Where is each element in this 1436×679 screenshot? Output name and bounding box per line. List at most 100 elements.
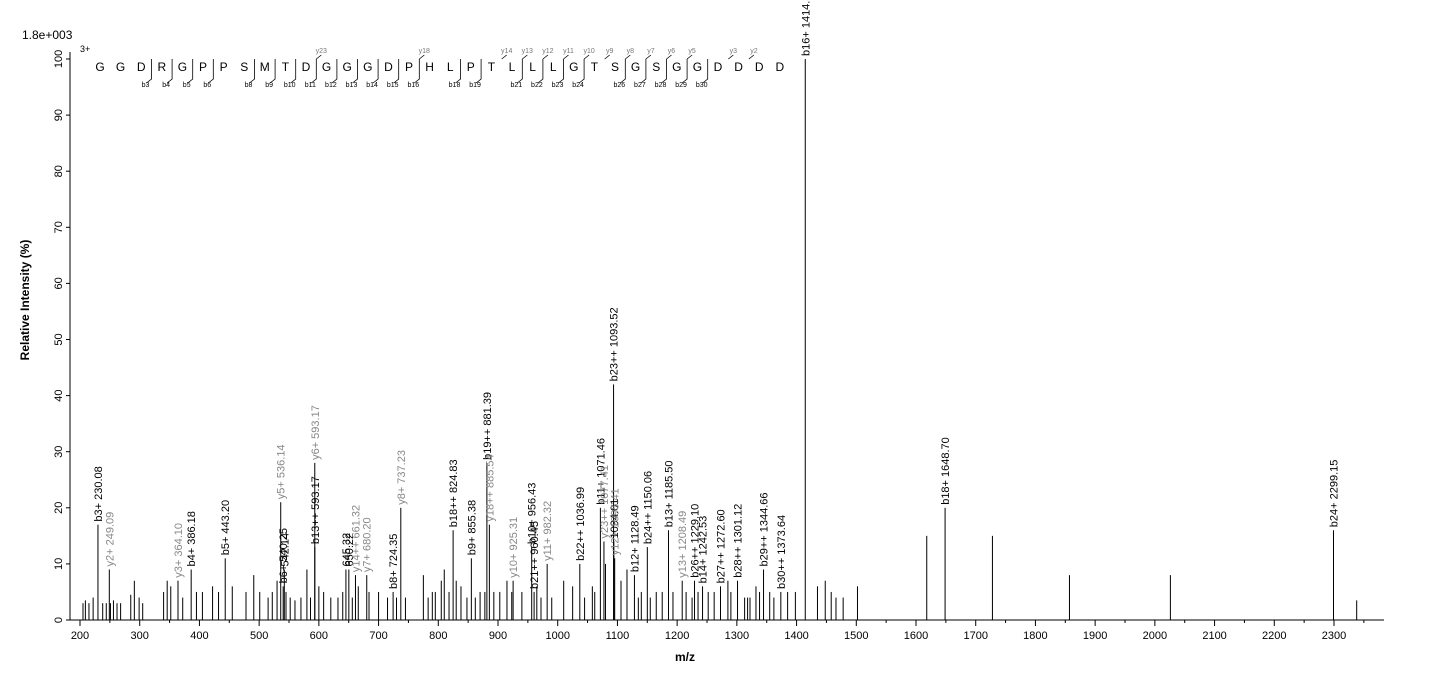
sequence-residue: M bbox=[260, 60, 270, 74]
b-ion-label: b8 bbox=[245, 82, 253, 89]
b-ion-bracket bbox=[558, 59, 564, 84]
peak-label: b13++ 593.17 bbox=[310, 476, 322, 544]
b-ion-bracket bbox=[311, 59, 317, 84]
peak-label: y14++ 661.32 bbox=[350, 505, 362, 572]
y-ion-label: y13 bbox=[522, 48, 533, 55]
b-ion-bracket bbox=[146, 59, 152, 84]
y-ion-bracket bbox=[604, 54, 610, 60]
sequence-residue: G bbox=[693, 60, 702, 74]
y-tick-label: 0 bbox=[53, 617, 65, 623]
x-tick-label: 1200 bbox=[665, 630, 689, 642]
b-ion-label: b16 bbox=[407, 82, 419, 89]
b-ion-label: b5 bbox=[183, 82, 191, 89]
b-ion-label: b30 bbox=[696, 82, 708, 89]
sequence-residue: G bbox=[178, 60, 187, 74]
b-ion-bracket bbox=[681, 59, 688, 84]
sequence-residue: D bbox=[384, 60, 393, 74]
peak-label: b12+ 1128.49 bbox=[629, 505, 641, 572]
b-ion-bracket bbox=[702, 59, 709, 84]
sequence-residue: L bbox=[529, 60, 536, 74]
x-axis-title: m/z bbox=[675, 650, 695, 664]
peak-label: y6+ 593.17 bbox=[310, 405, 322, 460]
peak-label: y5+ 536.14 bbox=[276, 444, 288, 499]
b-ion-bracket bbox=[455, 59, 461, 84]
b-ion-bracket bbox=[414, 59, 420, 84]
b-ion-bracket bbox=[187, 59, 194, 84]
peak-label: y7+ 680.20 bbox=[362, 517, 374, 572]
b-ion-label: b12 bbox=[325, 82, 337, 89]
sequence-residue: L bbox=[447, 60, 454, 74]
y-ion-bracket bbox=[419, 54, 425, 60]
b-ion-label: b13 bbox=[346, 82, 358, 89]
sequence-residue: D bbox=[775, 60, 784, 74]
sequence-residue: D bbox=[734, 60, 743, 74]
x-tick-label: 2200 bbox=[1262, 630, 1286, 642]
y-axis-title: Relative Intensity (%) bbox=[18, 240, 32, 361]
y-ion-label: y3 bbox=[730, 48, 738, 55]
sequence-residue: P bbox=[467, 60, 475, 74]
b-ion-label: b29 bbox=[675, 82, 687, 89]
sequence-residue: P bbox=[220, 60, 228, 74]
peak-label: b24+ 2299.15 bbox=[1328, 460, 1340, 528]
y-ion-bracket bbox=[542, 54, 549, 60]
y-ion-label: y9 bbox=[606, 48, 614, 55]
peak-label: y2+ 249.09 bbox=[104, 512, 116, 567]
peak-label: b28++ 1301.12 bbox=[733, 504, 745, 578]
y-axis-ticks: 0 10 20 30 40 50 60 70 80 90 100 bbox=[53, 50, 70, 623]
b-ion-label: b4 bbox=[162, 82, 170, 89]
peaks bbox=[82, 59, 1358, 620]
peak-label: 1094.01 bbox=[609, 499, 621, 539]
y-ion-bracket bbox=[748, 54, 755, 60]
y-ion-label: y7 bbox=[647, 48, 655, 55]
b-ion-bracket bbox=[661, 59, 667, 84]
peak-label: b3+ 230.08 bbox=[93, 466, 105, 521]
b-ion-bracket bbox=[208, 59, 214, 84]
sequence-residue: G bbox=[672, 60, 681, 74]
b-ion-label: b11 bbox=[305, 82, 316, 89]
b-ion-label: b3 bbox=[142, 82, 150, 89]
b-ion-bracket bbox=[269, 59, 276, 84]
peptide-sequence: G G D R G P P S M T D G G G D P H L P T L L L G T S G S G G D D D Db3 b4 b5… bbox=[95, 48, 784, 89]
y-ion-label: y5 bbox=[688, 48, 696, 55]
x-tick-label: 800 bbox=[429, 630, 447, 642]
sequence-residue: S bbox=[240, 60, 248, 74]
sequence-residue: D bbox=[755, 60, 764, 74]
peak-label: y10+ 925.31 bbox=[508, 517, 520, 578]
sequence-residue: D bbox=[137, 60, 146, 74]
b-ion-label: b14 bbox=[366, 82, 378, 89]
peak-label: b9+ 855.38 bbox=[466, 500, 478, 555]
peak-label: y13+ 1208.49 bbox=[677, 511, 689, 578]
peak-label: b4+ 386.18 bbox=[186, 511, 198, 566]
y-tick-label: 100 bbox=[53, 50, 65, 68]
sequence-residue: T bbox=[591, 60, 599, 74]
x-tick-label: 2100 bbox=[1202, 630, 1226, 642]
peak-label: y11+ 982.32 bbox=[542, 501, 554, 561]
y-ion-label: y8 bbox=[627, 48, 635, 55]
peak-label: b24++ 1150.06 bbox=[642, 471, 654, 544]
x-tick-label: 1600 bbox=[904, 630, 928, 642]
peak-label: b14+ 1242.53 bbox=[698, 516, 710, 584]
b-ion-label: b26 bbox=[613, 82, 625, 89]
y-ion-bracket bbox=[501, 54, 507, 60]
peak-label: b11+ 1071.46 bbox=[595, 438, 607, 505]
x-tick-label: 1300 bbox=[725, 630, 749, 642]
b-ion-bracket bbox=[393, 59, 400, 84]
b-ion-label: b27 bbox=[634, 82, 646, 89]
sequence-residue: G bbox=[569, 60, 578, 74]
sequence-residue: R bbox=[157, 60, 166, 74]
precursor-charge-label: 3+ bbox=[80, 44, 90, 54]
sequence-residue: G bbox=[363, 60, 372, 74]
sequence-residue: T bbox=[488, 60, 496, 74]
b-ion-bracket bbox=[372, 59, 379, 84]
b-ion-label: b28 bbox=[655, 82, 667, 89]
sequence-residue: P bbox=[405, 60, 413, 74]
peak-label: y8+ 737.23 bbox=[396, 450, 408, 505]
intensity-scale-label: 1.8e+003 bbox=[22, 28, 73, 42]
b-ion-bracket bbox=[352, 59, 358, 84]
peak-label: y3+ 364.10 bbox=[173, 523, 185, 578]
y-ion-label: y6 bbox=[668, 48, 676, 55]
x-tick-label: 900 bbox=[489, 630, 507, 642]
peak-label: b8+ 724.35 bbox=[388, 534, 400, 589]
peak-label: b21++ 960.45 bbox=[529, 521, 541, 589]
peak-label: 645.32 bbox=[341, 533, 353, 567]
